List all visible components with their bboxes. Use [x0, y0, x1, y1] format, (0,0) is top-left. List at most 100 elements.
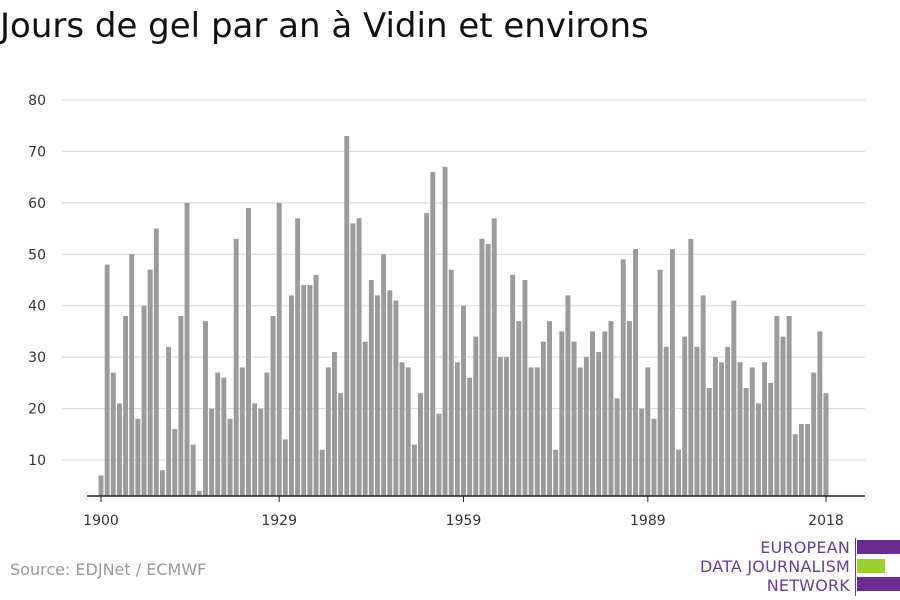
bar-1950 — [405, 367, 411, 496]
bar-1937 — [325, 367, 331, 496]
bar-2007 — [755, 403, 761, 496]
bar-1994 — [676, 449, 682, 496]
bar-1903 — [116, 403, 122, 496]
bar-1929 — [276, 202, 282, 496]
bar-1983 — [608, 321, 614, 496]
logo-line-1: EUROPEAN — [760, 538, 850, 557]
bar-1991 — [657, 269, 663, 496]
x-tick-label: 2018 — [808, 513, 844, 529]
bar-1945 — [375, 295, 380, 496]
logo-divider — [855, 538, 856, 596]
bar-1979 — [583, 357, 589, 496]
bar-1967 — [510, 274, 516, 496]
edjnet-logo: EUROPEAN DATA JOURNALISM NETWORK — [700, 538, 900, 596]
bar-1900 — [98, 475, 104, 496]
bar-2013 — [792, 434, 798, 496]
bars — [98, 136, 829, 497]
bar-2008 — [762, 362, 768, 496]
axes: 10 20 30 40 50 60 70 80 1900 1929 1959 1989 2018 — [28, 93, 865, 529]
logo-line-2: DATA JOURNALISM — [700, 557, 850, 576]
bar-1947 — [387, 290, 393, 496]
bar-2016 — [811, 372, 817, 496]
bar-2011 — [780, 336, 786, 496]
bar-2012 — [786, 316, 792, 496]
bar-1922 — [233, 238, 239, 496]
bar-1914 — [184, 202, 190, 496]
bar-1906 — [135, 418, 141, 496]
bar-1913 — [178, 316, 184, 496]
bar-1915 — [190, 444, 196, 496]
bar-1926 — [258, 408, 264, 496]
bar-1992 — [663, 346, 669, 496]
bar-1935 — [313, 274, 319, 496]
bar-1953 — [424, 213, 430, 496]
bar-1957 — [448, 269, 454, 496]
bar-2000 — [712, 357, 718, 496]
bar-2005 — [743, 388, 749, 496]
bar-1941 — [350, 223, 356, 496]
bar-1904 — [123, 316, 129, 496]
bar-1978 — [577, 367, 583, 496]
y-tick-label: 30 — [28, 350, 46, 366]
bar-1948 — [393, 300, 399, 496]
bar-1974 — [553, 449, 559, 496]
bar-1936 — [319, 449, 325, 496]
x-tick-label: 1900 — [83, 513, 119, 529]
bar-1985 — [620, 259, 626, 496]
bar-1973 — [547, 321, 552, 496]
bar-1975 — [559, 331, 565, 496]
bar-1998 — [700, 295, 706, 496]
bar-1944 — [368, 280, 374, 496]
bar-1986 — [626, 321, 632, 496]
y-tick-label: 80 — [28, 93, 46, 109]
bar-1965 — [497, 357, 503, 496]
logo-bar-purple-bottom — [857, 577, 900, 591]
bar-1981 — [596, 352, 602, 496]
logo-bar-green — [857, 559, 885, 573]
bar-1982 — [602, 331, 608, 496]
y-tick-label: 50 — [28, 247, 46, 263]
y-tick-label: 70 — [28, 144, 46, 160]
bar-1964 — [491, 218, 497, 497]
bar-2017 — [817, 331, 823, 496]
bar-1917 — [202, 321, 208, 496]
bar-1921 — [227, 418, 233, 496]
bar-2018 — [823, 393, 829, 496]
bar-1997 — [694, 346, 700, 496]
bar-1996 — [688, 238, 694, 496]
bar-2002 — [725, 346, 731, 496]
bar-1931 — [288, 295, 294, 496]
bar-1954 — [430, 172, 436, 496]
bar-1916 — [196, 490, 202, 496]
bar-2014 — [798, 424, 804, 496]
bar-1955 — [436, 413, 442, 496]
bar-1971 — [534, 367, 540, 496]
source-note: Source: EDJNet / ECMWF — [10, 560, 207, 579]
bar-1952 — [418, 393, 423, 496]
bar-1919 — [215, 372, 221, 496]
y-tick-label: 60 — [28, 196, 46, 212]
bar-1966 — [504, 357, 509, 496]
bar-2009 — [768, 382, 774, 496]
bar-1956 — [442, 166, 448, 496]
bar-2006 — [749, 367, 755, 496]
bar-1988 — [639, 408, 645, 496]
bar-1951 — [411, 444, 417, 496]
bar-1930 — [282, 439, 288, 496]
bar-1972 — [540, 341, 546, 496]
bar-1907 — [141, 305, 147, 496]
bar-2001 — [719, 362, 725, 496]
bar-1925 — [252, 403, 258, 496]
bar-1984 — [614, 398, 620, 496]
bar-1977 — [571, 341, 577, 496]
bar-1970 — [528, 367, 534, 496]
bar-1927 — [264, 372, 270, 496]
bar-1999 — [706, 388, 712, 496]
bar-1942 — [356, 218, 362, 497]
bar-1924 — [245, 208, 251, 496]
bar-1995 — [682, 336, 688, 496]
bar-1911 — [166, 346, 172, 496]
bar-1902 — [110, 372, 116, 496]
x-tick-label: 1929 — [261, 513, 297, 529]
bar-1920 — [221, 377, 227, 496]
